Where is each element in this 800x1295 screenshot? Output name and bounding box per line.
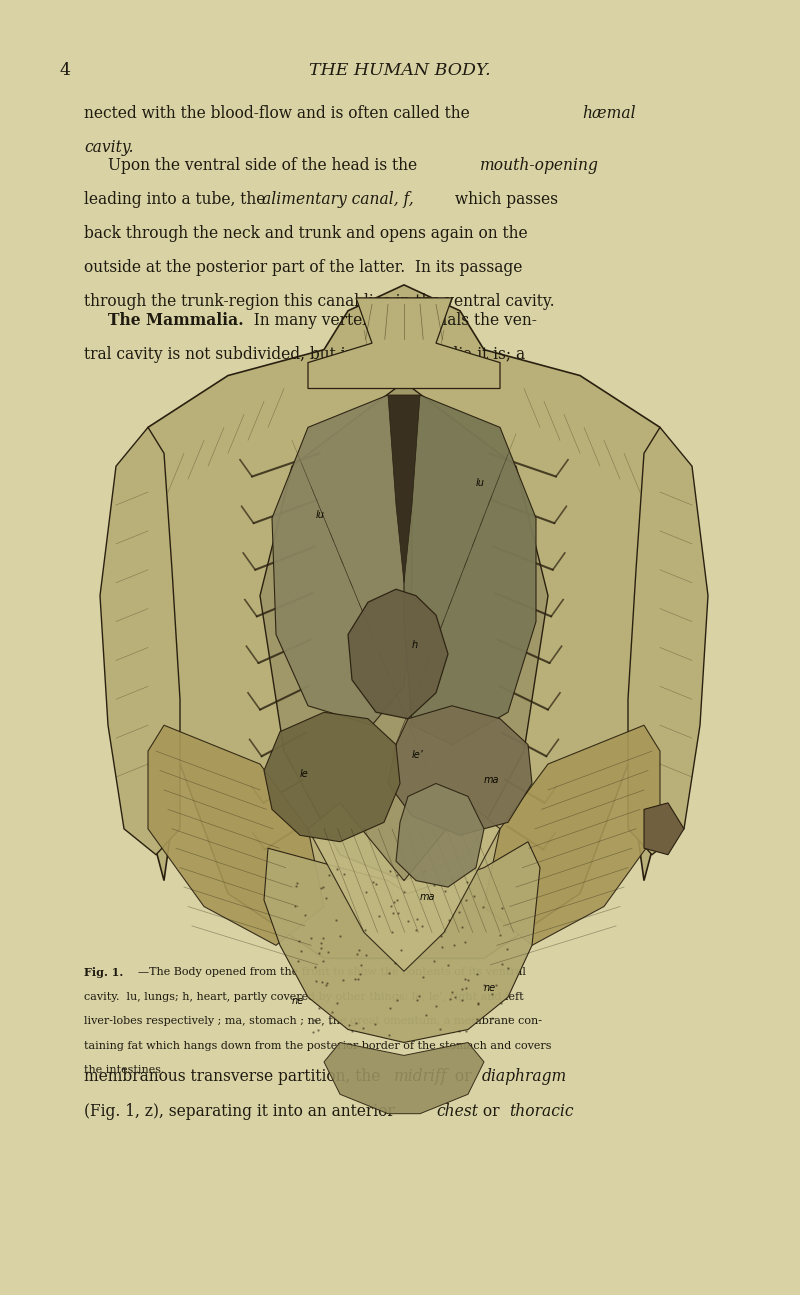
Text: membranous transverse partition, the: membranous transverse partition, the [84,1068,386,1085]
Text: ne: ne [292,996,304,1006]
Text: nected with the blood-flow and is often called the: nected with the blood-flow and is often … [84,105,474,122]
Text: ma: ma [484,776,499,786]
Text: cavity.  lu, lungs; h, heart, partly covered by other things; le, le’, right and: cavity. lu, lungs; h, heart, partly cove… [84,992,524,1002]
Text: h: h [412,640,418,650]
Text: lu: lu [316,510,325,521]
Polygon shape [324,1042,484,1114]
Text: chest: chest [436,1103,478,1120]
Polygon shape [404,395,536,745]
Polygon shape [308,803,500,971]
Text: through the trunk-region this canal lies in the ventral cavity.: through the trunk-region this canal lies… [84,293,554,311]
Text: hæmal: hæmal [582,105,636,122]
Polygon shape [264,842,540,1042]
Text: back through the neck and trunk and opens again on the: back through the neck and trunk and open… [84,225,528,242]
Text: or: or [450,1068,477,1085]
Text: midriff: midriff [394,1068,447,1085]
Text: THE HUMAN BODY.: THE HUMAN BODY. [309,62,491,79]
Text: alimentary canal, f,: alimentary canal, f, [262,192,414,208]
Text: the intestines.: the intestines. [84,1064,165,1075]
Polygon shape [116,285,692,958]
Text: mouth-opening: mouth-opening [480,158,599,175]
Polygon shape [348,589,448,719]
Text: liver-lobes respectively ; ma, stomach ; ne, the great omentum, a membrane con-: liver-lobes respectively ; ma, stomach ;… [84,1017,542,1026]
Text: (Fig. 1, z), separating it into an anterior: (Fig. 1, z), separating it into an anter… [84,1103,400,1120]
Polygon shape [260,382,548,881]
Polygon shape [396,783,484,887]
Text: leading into a tube, the: leading into a tube, the [84,192,270,208]
Text: The Mammalia.: The Mammalia. [108,312,244,329]
Polygon shape [264,712,400,842]
Text: le’: le’ [412,750,424,760]
Bar [96,337,712,958]
Polygon shape [308,298,500,388]
Text: tral cavity is not subdivided, but in the Mammalia it is; a: tral cavity is not subdivided, but in th… [84,346,525,363]
Text: ma: ma [420,892,435,903]
Text: lu: lu [476,478,485,488]
Text: le: le [300,769,309,780]
Text: ne: ne [484,983,496,993]
Polygon shape [484,725,660,945]
Text: Fig. 1.: Fig. 1. [84,967,123,978]
Text: 4: 4 [60,62,71,79]
Polygon shape [148,725,324,945]
Text: thoracic: thoracic [509,1103,574,1120]
Polygon shape [272,395,412,725]
Polygon shape [100,427,180,855]
Text: In many vertebrate animals the ven-: In many vertebrate animals the ven- [244,312,537,329]
Polygon shape [628,427,708,855]
Text: taining fat which hangs down from the posterior border of the stomach and covers: taining fat which hangs down from the po… [84,1041,551,1050]
Text: —The Body opened from the front to show the contents of its ventral: —The Body opened from the front to show … [138,967,526,978]
Polygon shape [388,395,420,583]
Polygon shape [644,803,684,855]
Text: cavity.: cavity. [84,139,134,155]
Text: Upon the ventral side of the head is the: Upon the ventral side of the head is the [108,158,422,175]
Text: outside at the posterior part of the latter.  In its passage: outside at the posterior part of the lat… [84,259,522,276]
Text: which passes: which passes [450,192,558,208]
Polygon shape [388,706,532,835]
Text: diaphragm: diaphragm [482,1068,567,1085]
Text: or: or [478,1103,505,1120]
